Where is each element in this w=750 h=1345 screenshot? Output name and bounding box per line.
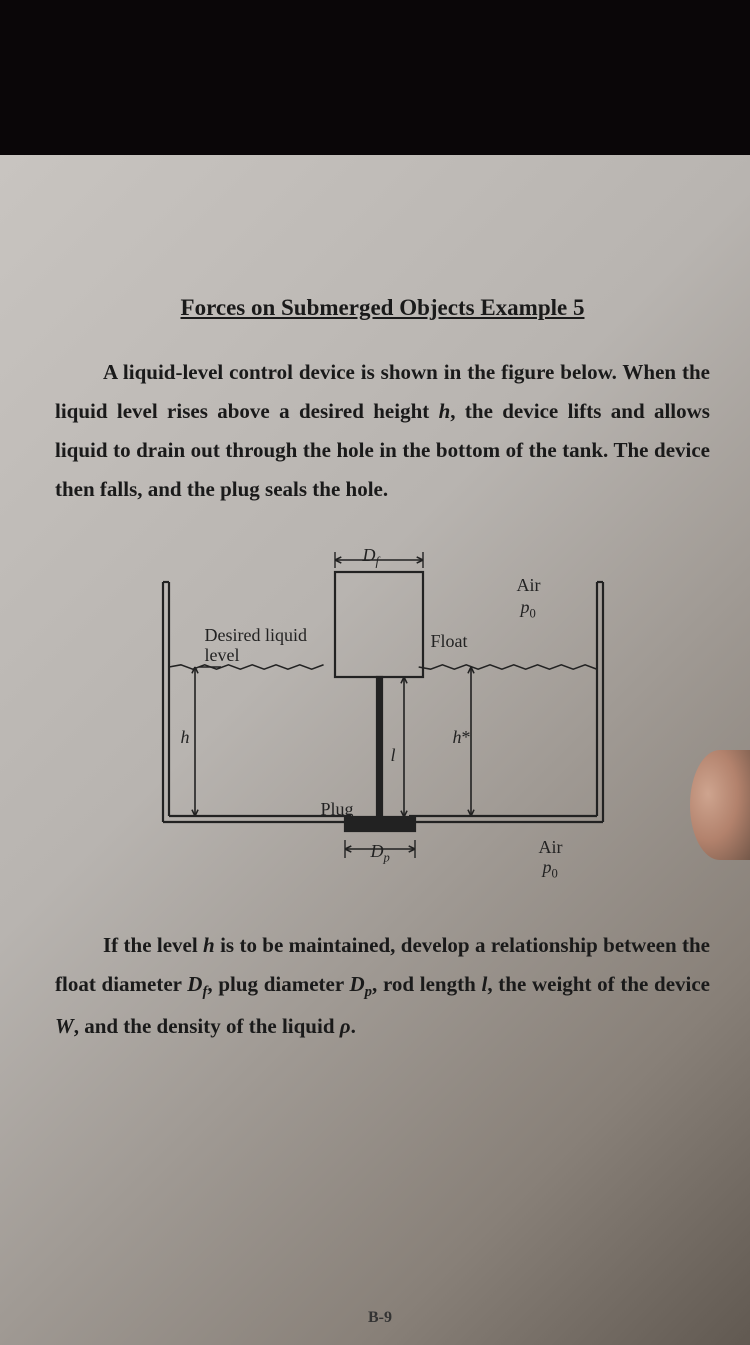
diagram-label: Df: [363, 546, 380, 569]
diagram: DfAirp0Desired liquidlevelFloathlh*PlugD…: [123, 532, 643, 902]
diagram-label: l: [391, 746, 396, 766]
finger-edge: [690, 750, 750, 860]
diagram-label: Float: [431, 632, 468, 652]
paragraph-1: A liquid-level control device is shown i…: [55, 353, 710, 508]
diagram-label: Desired liquidlevel: [205, 626, 307, 666]
document-page: Forces on Submerged Objects Example 5 A …: [0, 155, 750, 1345]
diagram-label: Plug: [321, 800, 354, 820]
page-title: Forces on Submerged Objects Example 5: [55, 295, 710, 321]
diagram-label: p0: [543, 858, 558, 881]
diagram-label: Air: [517, 576, 541, 596]
diagram-label: Dp: [371, 842, 390, 865]
diagram-label: h: [181, 728, 190, 748]
diagram-label: p0: [521, 598, 536, 621]
paragraph-2: If the level h is to be maintained, deve…: [55, 926, 710, 1045]
page-number: B-9: [0, 1309, 750, 1327]
diagram-label: h*: [453, 728, 471, 748]
diagram-label: Air: [539, 838, 563, 858]
